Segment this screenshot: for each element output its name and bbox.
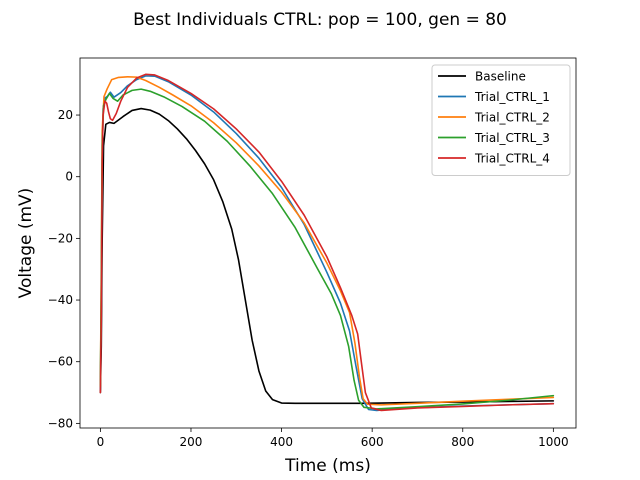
chart-title: Best Individuals CTRL: pop = 100, gen = … xyxy=(133,10,507,30)
y-axis-ticks: −80 −60 −40 −20 0 20 xyxy=(48,108,80,430)
series-layer xyxy=(99,73,555,412)
y-tick-label: −20 xyxy=(48,231,73,245)
legend-label: Trial_CTRL_4 xyxy=(474,152,550,166)
legend-box xyxy=(431,64,571,176)
x-tick-label: 800 xyxy=(451,435,474,449)
series-line-4 xyxy=(99,73,555,412)
plot-area: 0 200 400 600 800 1000 −80 −60 −40 −20 0 20 xyxy=(48,57,577,449)
y-tick-label: −80 xyxy=(48,416,73,430)
x-tick-label: 0 xyxy=(97,435,105,449)
legend-label: Trial_CTRL_2 xyxy=(474,111,550,125)
legend: Baseline Trial_CTRL_1 Trial_CTRL_2 Trial_CT… xyxy=(431,64,571,176)
legend-label: Baseline xyxy=(475,70,526,84)
series-line-3 xyxy=(99,88,555,410)
y-axis-label: Voltage (mV) xyxy=(16,188,36,299)
series-line-0 xyxy=(99,107,555,405)
x-tick-label: 400 xyxy=(270,435,293,449)
y-tick-label: 0 xyxy=(65,170,73,184)
x-tick-label: 1000 xyxy=(538,435,569,449)
legend-label: Trial_CTRL_3 xyxy=(474,131,550,145)
x-axis-label: Time (ms) xyxy=(284,456,371,476)
y-tick-label: −40 xyxy=(48,293,73,307)
legend-label: Trial_CTRL_1 xyxy=(474,90,550,104)
plot-frame xyxy=(79,57,577,429)
y-tick-label: 20 xyxy=(58,108,73,122)
y-tick-label: −60 xyxy=(48,355,73,369)
x-tick-label: 600 xyxy=(361,435,384,449)
x-tick-label: 200 xyxy=(180,435,203,449)
x-axis-ticks: 0 200 400 600 800 1000 xyxy=(97,428,569,449)
